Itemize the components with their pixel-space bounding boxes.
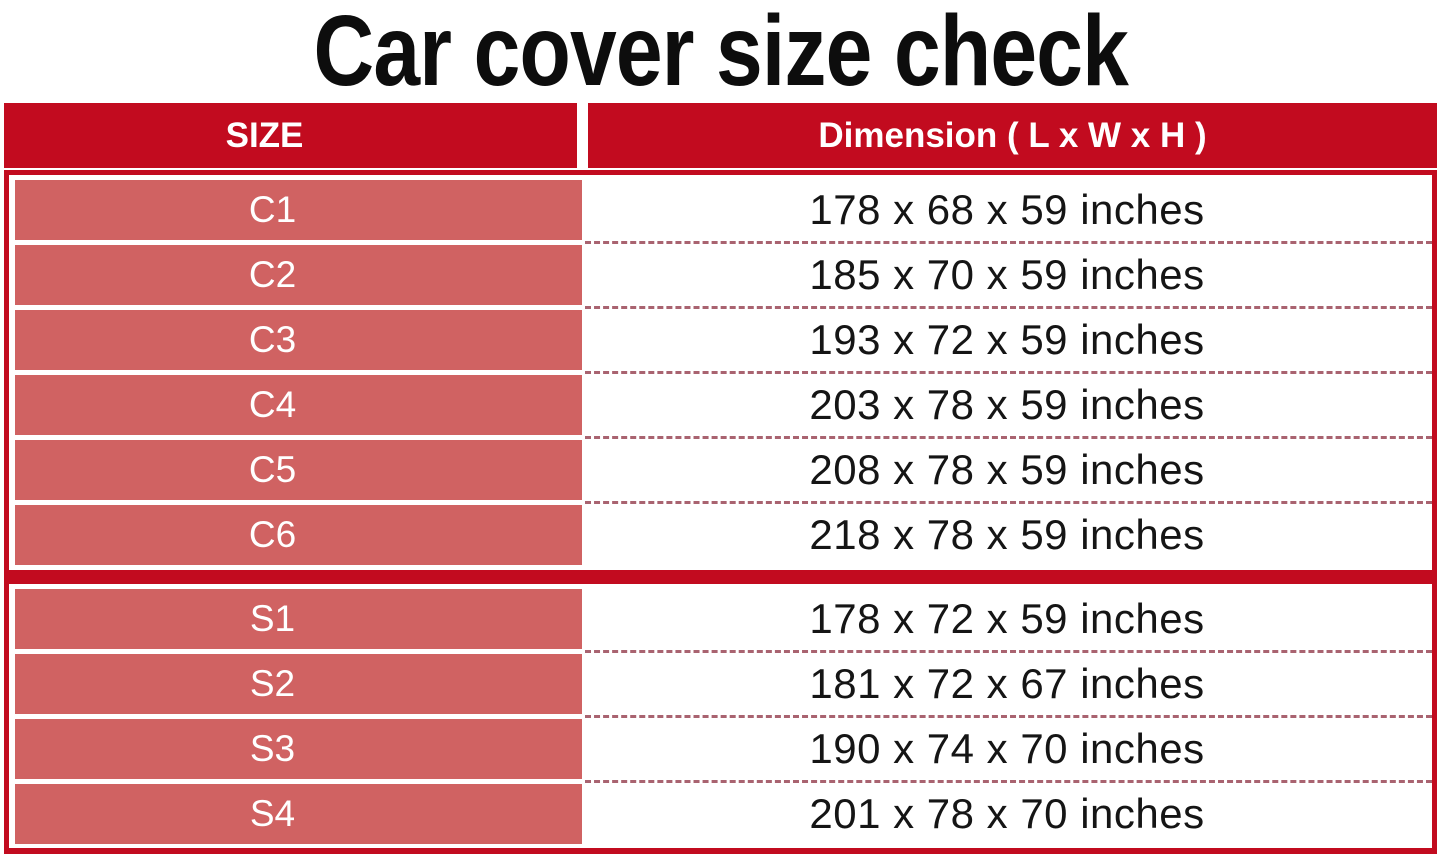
size-cell: C4: [15, 375, 582, 435]
dimension-cell: 190 x 74 x 70 inches: [582, 719, 1432, 783]
size-cell: S3: [15, 719, 582, 779]
table-row: S2 181 x 72 x 67 inches: [15, 654, 1432, 718]
size-cell: C3: [15, 310, 582, 370]
title-bar: Car cover size check: [4, 0, 1437, 102]
dimension-cell: 203 x 78 x 59 inches: [582, 375, 1432, 439]
section-c-rows: C1 178 x 68 x 59 inches C2 185 x 70 x 59…: [15, 180, 1432, 565]
dimension-cell: 218 x 78 x 59 inches: [809, 511, 1205, 558]
table-row: C6 218 x 78 x 59 inches: [15, 505, 1432, 565]
table-header-row: SIZE Dimension ( L x W x H ): [4, 103, 1437, 168]
table-row: C2 185 x 70 x 59 inches: [15, 245, 1432, 309]
table-row: C4 203 x 78 x 59 inches: [15, 375, 1432, 439]
size-cell: C6: [15, 505, 582, 565]
dimension-cell: 185 x 70 x 59 inches: [582, 245, 1432, 309]
section-c-box: C1 178 x 68 x 59 inches C2 185 x 70 x 59…: [4, 170, 1437, 577]
column-header-dimension: Dimension ( L x W x H ): [588, 103, 1437, 168]
dimension-cell: 201 x 78 x 70 inches: [809, 790, 1205, 837]
size-cell: S1: [15, 589, 582, 649]
column-header-size: SIZE: [4, 103, 577, 168]
section-s-box: S1 178 x 72 x 59 inches S2 181 x 72 x 67…: [4, 577, 1437, 854]
table-row: S4 201 x 78 x 70 inches: [15, 784, 1432, 844]
dimension-cell: 193 x 72 x 59 inches: [582, 310, 1432, 374]
table-row: S1 178 x 72 x 59 inches: [15, 589, 1432, 653]
size-cell: C1: [15, 180, 582, 240]
size-cell: S4: [15, 784, 582, 844]
size-cell: C5: [15, 440, 582, 500]
dimension-cell: 181 x 72 x 67 inches: [582, 654, 1432, 718]
size-cell: S2: [15, 654, 582, 714]
table-row: C3 193 x 72 x 59 inches: [15, 310, 1432, 374]
table-row: C1 178 x 68 x 59 inches: [15, 180, 1432, 244]
dimension-cell: 178 x 72 x 59 inches: [582, 589, 1432, 653]
dimension-cell: 208 x 78 x 59 inches: [582, 440, 1432, 504]
table-row: C5 208 x 78 x 59 inches: [15, 440, 1432, 504]
table-row: S3 190 x 74 x 70 inches: [15, 719, 1432, 783]
size-cell: C2: [15, 245, 582, 305]
page-title: Car cover size check: [313, 0, 1128, 107]
dimension-cell: 178 x 68 x 59 inches: [582, 180, 1432, 244]
section-s-rows: S1 178 x 72 x 59 inches S2 181 x 72 x 67…: [15, 589, 1432, 844]
